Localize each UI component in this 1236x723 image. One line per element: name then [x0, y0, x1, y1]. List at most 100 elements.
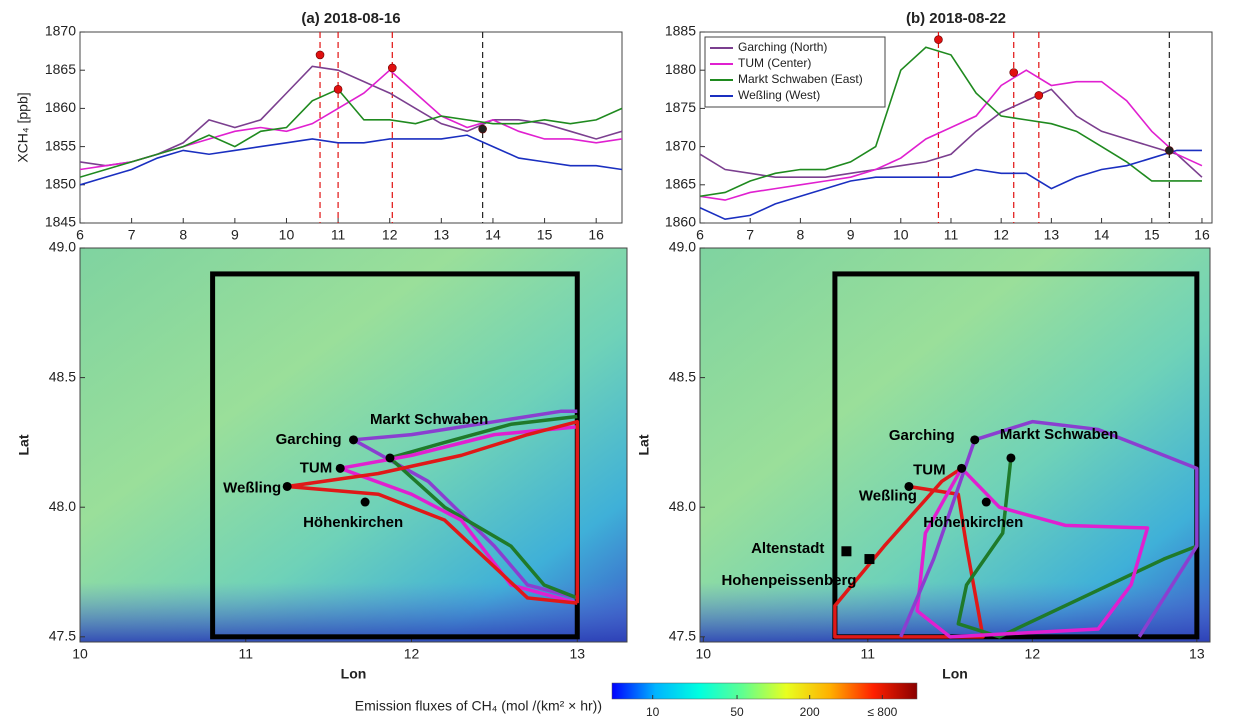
trajectory	[389, 414, 578, 460]
y-tick-label: 1855	[45, 137, 76, 153]
y-axis-label: Lat	[16, 434, 32, 455]
station-label: Weßling	[859, 487, 917, 504]
x-tick-label: 9	[847, 227, 855, 243]
x-tick-label: 8	[796, 227, 804, 243]
x-tick-label: 13	[1044, 227, 1060, 243]
peak-marker	[1009, 68, 1019, 77]
y-tick-label: 1865	[665, 176, 696, 192]
x-tick-label: 6	[76, 227, 84, 243]
trajectory	[899, 439, 977, 638]
station-marker	[841, 546, 852, 557]
legend-box	[704, 36, 886, 108]
x-tick-label: 13	[434, 227, 450, 243]
x-tick-label: 15	[1144, 227, 1160, 243]
x-tick-label: 12	[382, 227, 398, 243]
trajectory	[915, 467, 1150, 639]
y-tick-label: 1870	[665, 137, 696, 153]
y-axis-label: Lat	[636, 434, 652, 455]
station-label: TUM	[913, 461, 946, 478]
map-alps	[700, 582, 1210, 642]
plot-frame	[79, 31, 623, 224]
x-tick-label: 6	[696, 227, 704, 243]
y-tick-label: 1865	[45, 61, 76, 77]
domain-box	[832, 271, 1200, 640]
colorbar-tick-label: 10	[646, 705, 660, 719]
trajectory	[388, 456, 578, 600]
y-tick-label: 1880	[665, 61, 696, 77]
y-tick-label: 48.5	[49, 368, 76, 384]
peak-marker	[333, 85, 343, 94]
series-line	[80, 134, 622, 186]
y-tick-label: 49.0	[669, 239, 696, 255]
x-tick-label: 11	[238, 646, 253, 662]
x-tick-label: 14	[485, 227, 501, 243]
station-marker	[904, 481, 914, 491]
station-marker	[385, 453, 395, 463]
trajectory	[974, 419, 1199, 638]
station-marker	[335, 463, 345, 473]
series-line	[700, 69, 1203, 201]
colorbar-tick-label: 50	[730, 705, 744, 719]
y-tick-label: 1870	[45, 23, 76, 39]
x-tick-label: 10	[893, 227, 909, 243]
station-label: Markt Schwaben	[1000, 426, 1118, 443]
station-marker	[282, 481, 292, 491]
peak-marker	[387, 63, 397, 73]
station-label: Höhenkirchen	[923, 514, 1023, 531]
colorbar-tick-label: ≤ 800	[867, 705, 897, 719]
y-tick-label: 1885	[665, 23, 696, 39]
x-tick-label: 11	[331, 227, 346, 243]
y-tick-label: 49.0	[49, 239, 76, 255]
legend-label: Markt Schwaben (East)	[738, 72, 863, 86]
series-line	[80, 88, 622, 178]
station-marker	[981, 497, 991, 507]
chart-title: (b) 2018-08-22	[906, 10, 1006, 27]
station-label: Altenstadt	[751, 540, 824, 557]
station-marker	[970, 435, 980, 445]
x-tick-label: 16	[588, 227, 604, 243]
trajectory	[286, 419, 580, 604]
trajectory	[833, 466, 985, 639]
x-tick-label: 7	[128, 227, 136, 243]
x-tick-label: 11	[944, 227, 959, 243]
colorbar	[611, 682, 918, 700]
station-label: Hohenpeissenberg	[721, 572, 856, 589]
x-tick-label: 10	[696, 646, 712, 662]
legend-label: TUM (Center)	[738, 56, 811, 70]
station-label: TUM	[300, 459, 333, 476]
plot-clip-group	[80, 32, 622, 223]
y-tick-label: 1860	[665, 214, 696, 230]
station-label: Markt Schwaben	[370, 411, 488, 428]
y-tick-label: 1845	[45, 214, 76, 230]
x-tick-label: 8	[179, 227, 187, 243]
x-tick-label: 12	[404, 646, 420, 662]
map-frame	[699, 247, 1211, 643]
map-frame	[79, 247, 628, 643]
x-tick-label: 12	[1025, 646, 1041, 662]
chart-title: (a) 2018-08-16	[301, 10, 400, 27]
colorbar-tick-label: 200	[800, 705, 820, 719]
legend-label: Weßling (West)	[738, 88, 820, 102]
trajectory	[956, 457, 1198, 639]
station-label: Weßling	[223, 479, 281, 496]
plot-clip-group	[700, 32, 1203, 223]
station-marker	[957, 463, 967, 473]
x-tick-label: 16	[1194, 227, 1210, 243]
peak-marker	[1165, 146, 1174, 155]
x-tick-label: 7	[746, 227, 754, 243]
y-tick-label: 48.0	[669, 498, 696, 514]
series-line	[700, 88, 1203, 178]
station-marker	[360, 497, 370, 507]
x-tick-label: 12	[993, 227, 1009, 243]
trajectory	[287, 484, 578, 605]
y-tick-label: 48.0	[49, 498, 76, 514]
x-tick-label: 10	[279, 227, 295, 243]
y-tick-label: 1860	[45, 99, 76, 115]
station-label: Höhenkirchen	[303, 514, 403, 531]
x-tick-label: 9	[231, 227, 239, 243]
peak-marker	[315, 50, 325, 60]
y-tick-label: 47.5	[49, 628, 76, 644]
peak-marker	[934, 35, 943, 44]
x-tick-label: 10	[72, 646, 88, 662]
